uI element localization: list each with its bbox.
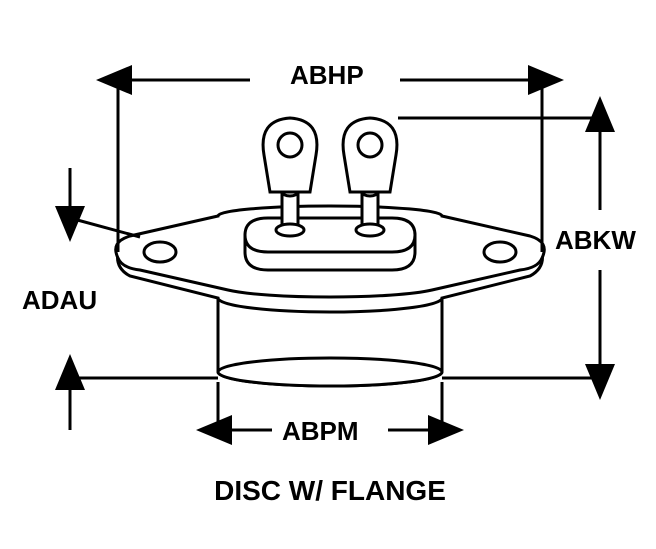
label-abhp: ABHP: [290, 60, 364, 91]
label-abpm: ABPM: [282, 416, 359, 447]
diagram-title: DISC W/ FLANGE: [200, 475, 460, 507]
label-adau: ADAU: [22, 285, 97, 316]
label-abkw: ABKW: [555, 225, 636, 256]
terminal-base-plate: [245, 218, 415, 270]
